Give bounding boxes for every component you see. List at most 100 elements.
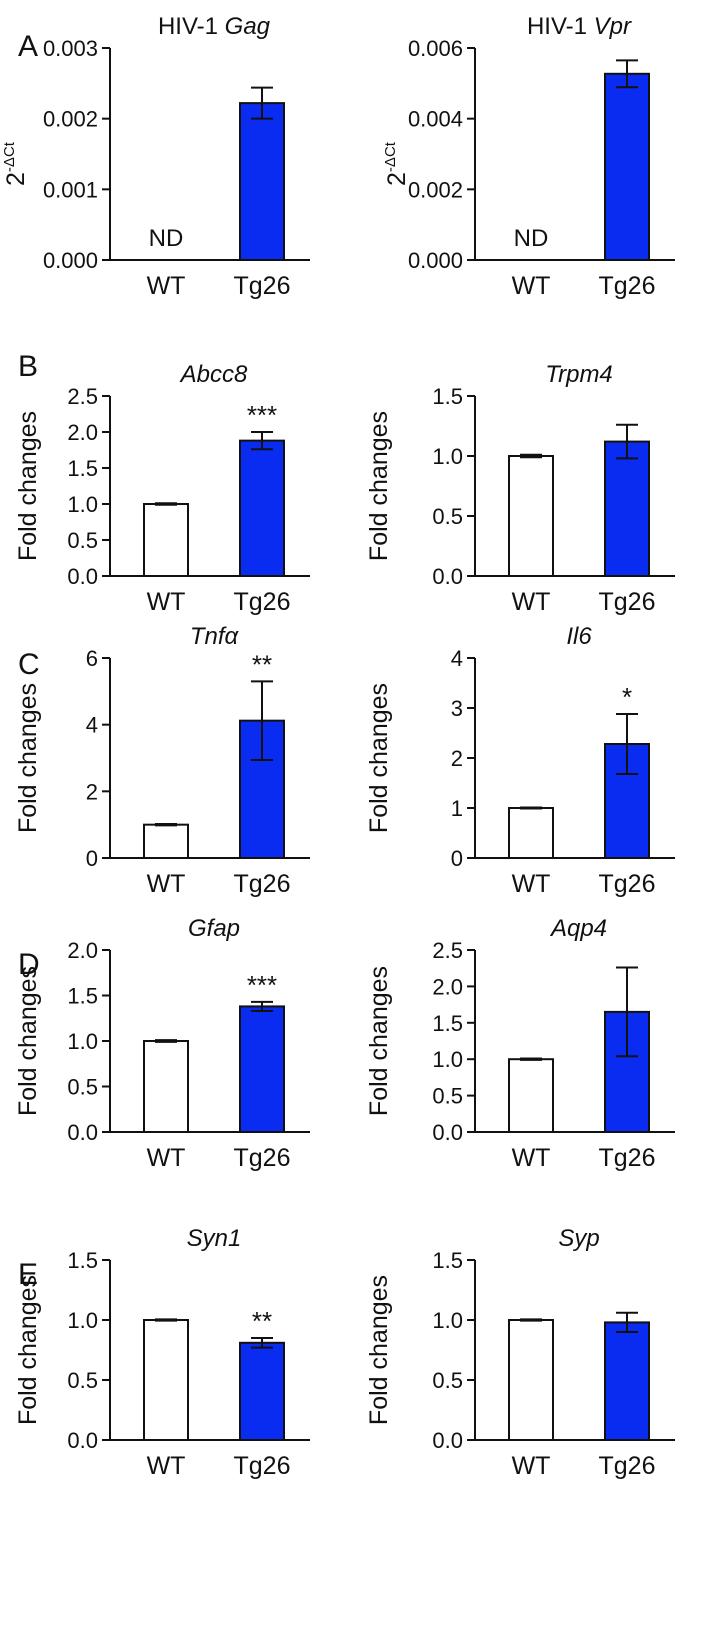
bar-wt [508, 455, 554, 577]
significance-marker: ** [252, 1306, 272, 1336]
x-tick-label: WT [512, 588, 551, 616]
x-tick-label: Tg26 [599, 1452, 656, 1480]
bar-wt [143, 1040, 189, 1133]
chart-panel-1: A HIV-1 Gag 0.000 0.001 0.002 0.003 2-ΔCt ND WT T… [1, 13, 310, 300]
y-tick-label: 1.5 [67, 984, 98, 1009]
y-tick-label: 0.0 [67, 1120, 98, 1145]
chart-title-gene: Abcc8 [179, 361, 248, 388]
y-tick-label: 0.001 [43, 177, 98, 202]
y-tick-label: 1.0 [432, 1047, 463, 1072]
chart-panel-9: E Syn1 0.0 0.5 1.0 1.5 Fold changes WT ** Tg26 [14, 1225, 310, 1480]
y-axis-label: Fold changes [14, 966, 42, 1116]
y-tick-label: 0 [451, 846, 463, 871]
panel-letter: C [18, 648, 40, 681]
chart-panel-8: Aqp4 0.0 0.5 1.0 1.5 2.0 2.5 Fold changes WT Tg26 [365, 915, 675, 1172]
y-tick-label: 1.5 [432, 1248, 463, 1273]
y-tick-label: 6 [86, 646, 98, 671]
x-tick-label: Tg26 [599, 588, 656, 616]
x-tick-label: WT [512, 1144, 551, 1172]
y-tick-label: 2 [86, 779, 98, 804]
chart-panel-3: B Abcc8 0.0 0.5 1.0 1.5 2.0 2.5 Fold changes WT **… [14, 350, 310, 616]
y-tick-label: 0.0 [67, 564, 98, 589]
y-tick-label: 2.5 [432, 938, 463, 963]
x-tick-label: Tg26 [234, 588, 291, 616]
bar-tg26 [239, 1341, 285, 1442]
nd-label: ND [514, 225, 549, 252]
y-tick-label: 0.002 [408, 177, 463, 202]
x-tick-label: WT [147, 272, 186, 300]
y-tick-label: 0.002 [43, 107, 98, 132]
x-tick-label: WT [512, 870, 551, 898]
y-tick-label: 1.5 [432, 384, 463, 409]
y-tick-label: 1.0 [432, 444, 463, 469]
chart-title-gene: Syn1 [187, 1225, 242, 1252]
y-axis-label: Fold changes [365, 966, 393, 1116]
y-tick-label: 1.5 [67, 456, 98, 481]
panel-letter: A [18, 30, 38, 63]
bar-tg26 [604, 1321, 650, 1442]
chart-title-gene: Vpr [594, 13, 632, 40]
x-tick-label: WT [147, 870, 186, 898]
chart-title: HIV-1 Gag [158, 13, 271, 40]
x-tick-label: Tg26 [599, 1144, 656, 1172]
chart-title: Syp [558, 1225, 599, 1252]
x-tick-label: WT [512, 272, 551, 300]
bar-wt [143, 823, 189, 860]
x-tick-label: WT [147, 1144, 186, 1172]
chart-title: HIV-1 Vpr [527, 13, 632, 40]
y-tick-label: 2.0 [432, 974, 463, 999]
y-tick-label: 0.0 [67, 1428, 98, 1453]
y-axis-label: 2-ΔCt [382, 141, 411, 186]
x-tick-label: Tg26 [599, 870, 656, 898]
chart-title-gene: Tnfα [190, 623, 240, 650]
chart-title-gene: Trpm4 [545, 361, 613, 388]
y-tick-label: 4 [451, 646, 463, 671]
bar-wt [508, 807, 554, 859]
chart-title: Il6 [566, 623, 592, 650]
chart-panel-6: Il6 0 1 2 3 4 Fold changes WT * Tg26 [365, 623, 675, 898]
y-tick-label: 4 [86, 713, 98, 738]
y-tick-label: 2.0 [67, 938, 98, 963]
y-tick-label: 0.000 [408, 248, 463, 273]
y-tick-label: 0.5 [67, 528, 98, 553]
chart-title-gene: Il6 [566, 623, 592, 650]
x-tick-label: WT [512, 1452, 551, 1480]
bar-wt [143, 1319, 189, 1441]
x-tick-label: Tg26 [234, 870, 291, 898]
bar-tg26 [604, 72, 650, 261]
y-axis-label: Fold changes [14, 411, 42, 561]
chart-title-gene: Syp [558, 1225, 599, 1252]
chart-panel-7: D Gfap 0.0 0.5 1.0 1.5 2.0 Fold changes WT *** Tg2… [14, 915, 310, 1172]
chart-title: Trpm4 [545, 361, 613, 388]
chart-panel-2: HIV-1 Vpr 0.000 0.002 0.004 0.006 2-ΔCt ND WT Tg… [382, 13, 675, 300]
x-tick-label: Tg26 [599, 272, 656, 300]
y-tick-label: 0 [86, 846, 98, 871]
bar-tg26 [239, 102, 285, 262]
y-tick-label: 0.5 [432, 1084, 463, 1109]
y-tick-label: 2 [451, 746, 463, 771]
y-axis-label: Fold changes [365, 411, 393, 561]
y-tick-label: 1.5 [432, 1011, 463, 1036]
y-tick-label: 1.0 [432, 1308, 463, 1333]
y-tick-label: 0.0 [432, 1428, 463, 1453]
x-tick-label: Tg26 [234, 1452, 291, 1480]
chart-title-prefix: HIV-1 [158, 13, 225, 40]
y-tick-label: 1.0 [67, 1029, 98, 1054]
chart-panel-5: C Tnfα 0 2 4 6 Fold changes WT ** Tg26 [14, 623, 310, 898]
bar-wt [143, 503, 189, 577]
y-tick-label: 0.004 [408, 107, 463, 132]
chart-title-prefix: HIV-1 [527, 13, 594, 40]
panel-letter: B [18, 350, 38, 383]
chart-title: Syn1 [187, 1225, 242, 1252]
x-tick-label: WT [147, 1452, 186, 1480]
significance-marker: *** [247, 400, 277, 430]
y-axis-label-sup: -ΔCt [1, 141, 18, 172]
y-tick-label: 0.0 [432, 564, 463, 589]
chart-title-gene: Gag [225, 13, 271, 40]
y-tick-label: 2.0 [67, 420, 98, 445]
y-tick-label: 3 [451, 696, 463, 721]
chart-title-gene: Gfap [188, 915, 240, 942]
chart-title-gene: Aqp4 [549, 915, 607, 942]
y-axis-label-sup: -ΔCt [382, 141, 399, 172]
